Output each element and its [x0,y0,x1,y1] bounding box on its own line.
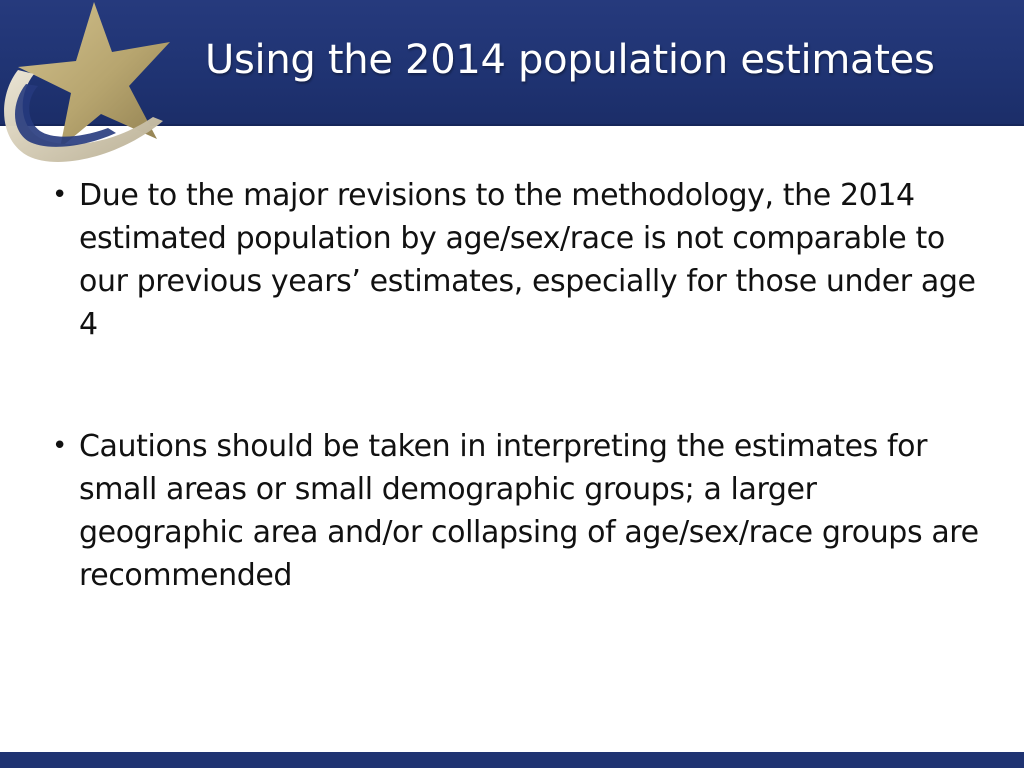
header-band [0,0,1024,126]
bullet-text-1: Due to the major revisions to the method… [79,178,976,342]
bullet-list: • Due to the major revisions to the meth… [52,174,982,597]
bullet-dot-icon: • [52,431,67,461]
bullet-text-2: Cautions should be taken in interpreting… [79,429,979,593]
bullet-item-1: • Due to the major revisions to the meth… [52,174,982,346]
bottom-bar [0,752,1024,768]
bullet-item-2: • Cautions should be taken in interpreti… [52,425,982,597]
gold-star-swoosh-logo-icon [4,2,170,162]
bullet-dot-icon: • [52,180,67,210]
slide-title: Using the 2014 population estimates [205,37,935,83]
